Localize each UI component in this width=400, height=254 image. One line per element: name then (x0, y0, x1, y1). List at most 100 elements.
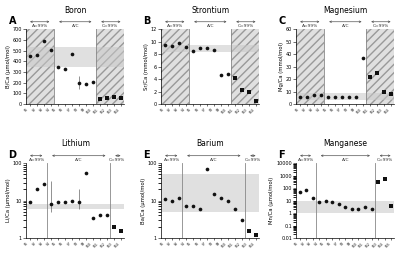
Point (218, 196, 224, 200)
Text: A=99%: A=99% (302, 24, 318, 28)
Text: F: F (278, 150, 285, 160)
Text: A=99%: A=99% (298, 158, 314, 162)
Point (204, 46, 210, 50)
Point (218, 73, 224, 77)
Point (336, 202, 342, 206)
Bar (366, 29, 394, 104)
Title: Lithium: Lithium (61, 139, 90, 149)
Point (355, 207, 362, 211)
Title: Magnesium: Magnesium (323, 6, 368, 14)
Point (76, 81, 82, 85)
Point (111, 95, 117, 99)
Point (176, 196, 182, 200)
Point (316, 200, 322, 204)
Point (325, 94, 331, 99)
Text: E: E (144, 150, 150, 160)
Text: A/C: A/C (342, 158, 349, 162)
Text: C: C (278, 16, 286, 26)
Y-axis label: Mn/Ca (μmol/mol): Mn/Ca (μmol/mol) (269, 177, 274, 224)
Text: A=99%: A=99% (28, 158, 45, 162)
Text: B: B (144, 16, 151, 26)
Point (104, 213, 110, 217)
Point (360, 56, 366, 60)
Point (182, 204, 189, 208)
Text: A/C: A/C (72, 24, 79, 28)
Point (310, 196, 316, 200)
Point (54, 65, 61, 69)
Point (296, 190, 303, 194)
Text: A/C: A/C (75, 158, 82, 162)
Point (168, 199, 175, 203)
Bar (366, 29, 394, 104)
Point (182, 45, 189, 49)
Point (54, 200, 61, 204)
Point (342, 205, 348, 209)
Text: A/C: A/C (210, 158, 218, 162)
Point (381, 90, 387, 94)
Y-axis label: Li/Ca (μmol/mol): Li/Ca (μmol/mol) (6, 179, 10, 223)
Title: Manganese: Manganese (323, 139, 367, 149)
Bar (26, 29, 54, 104)
Point (48, 47, 54, 52)
Point (246, 90, 252, 94)
Point (375, 180, 381, 184)
Point (353, 94, 359, 99)
Bar (161, 174, 260, 212)
Bar (161, 29, 189, 104)
Point (190, 204, 196, 208)
Point (246, 229, 252, 233)
Y-axis label: Ba/Ca (μmol/mol): Ba/Ca (μmol/mol) (140, 178, 146, 224)
Point (176, 41, 182, 45)
Point (40, 39, 47, 43)
Point (304, 94, 310, 99)
Point (388, 92, 394, 96)
Point (83, 171, 89, 175)
Text: A/C: A/C (342, 24, 349, 28)
Bar (296, 93, 394, 100)
Bar (26, 204, 124, 209)
Point (34, 187, 40, 191)
Point (196, 46, 203, 50)
Point (26, 54, 33, 58)
Point (90, 80, 96, 84)
Point (388, 203, 394, 208)
Bar (231, 29, 260, 104)
Bar (161, 45, 260, 52)
Point (62, 200, 68, 204)
Point (26, 200, 33, 204)
Point (168, 44, 175, 48)
Point (253, 233, 259, 237)
Point (239, 88, 245, 92)
Bar (296, 29, 324, 104)
Point (346, 94, 352, 99)
Text: A=99%: A=99% (32, 24, 48, 28)
Point (232, 76, 238, 80)
Text: C=99%: C=99% (102, 24, 118, 28)
Point (339, 94, 345, 99)
Point (329, 200, 336, 204)
Bar (296, 201, 394, 213)
Text: C=99%: C=99% (372, 24, 388, 28)
Y-axis label: Mg/Ca (mmol/mol): Mg/Ca (mmol/mol) (279, 42, 284, 91)
Point (111, 225, 117, 229)
Bar (26, 29, 54, 104)
Text: A/C: A/C (206, 24, 214, 28)
Point (118, 229, 124, 233)
Point (303, 188, 309, 192)
Title: Strontium: Strontium (191, 6, 229, 14)
Point (118, 96, 124, 100)
Point (239, 218, 245, 222)
Point (76, 200, 82, 204)
Text: C=99%: C=99% (109, 158, 126, 162)
Point (225, 72, 231, 76)
Text: C=99%: C=99% (237, 24, 254, 28)
Bar (26, 47, 124, 67)
Point (190, 49, 196, 53)
Point (211, 48, 217, 52)
Point (162, 43, 168, 47)
Point (382, 177, 388, 181)
Point (48, 202, 54, 206)
Bar (296, 29, 324, 104)
Point (162, 197, 168, 201)
Title: Barium: Barium (196, 139, 224, 149)
